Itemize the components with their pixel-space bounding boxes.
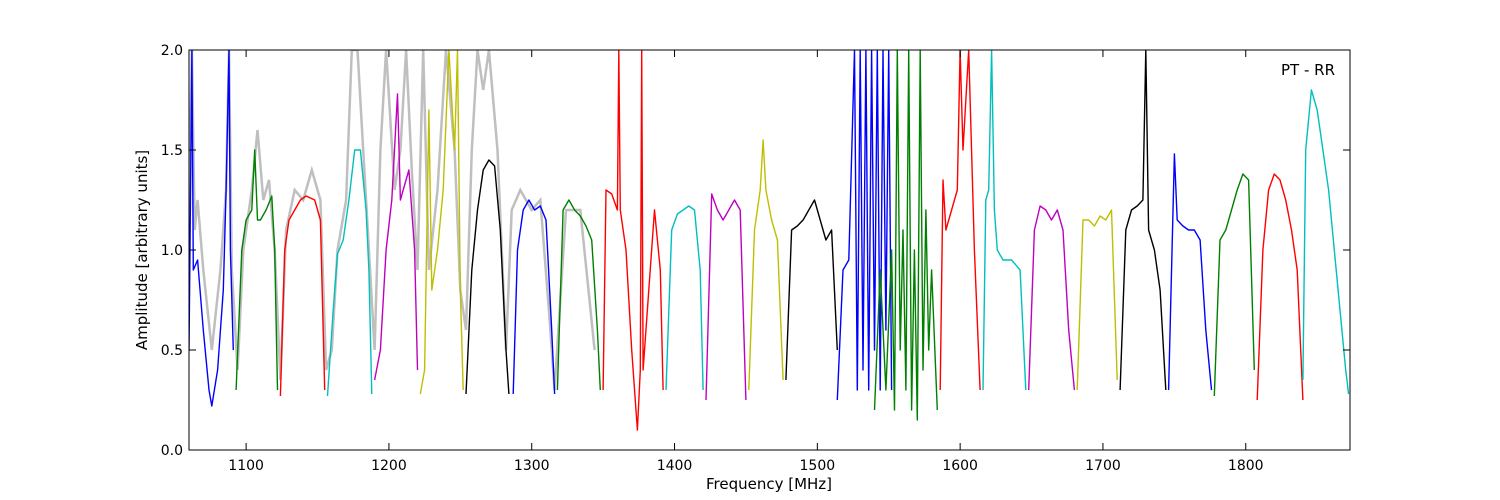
series-line-23 xyxy=(1213,173,1255,397)
series-line-18 xyxy=(982,50,1027,391)
series-line-22 xyxy=(1167,153,1213,391)
series-line-17 xyxy=(939,50,981,391)
y-axis-label: Amplitude [arbitrary units] xyxy=(133,150,151,350)
series-line-10 xyxy=(602,50,664,431)
series-line-15 xyxy=(836,50,893,401)
series-line-4 xyxy=(326,149,373,397)
x-axis-label: Frequency [MHz] xyxy=(706,475,832,493)
x-axis: 1100 1200 1300 1400 1500 1600 1700 1800 xyxy=(228,50,1264,474)
series-line-1 xyxy=(189,50,234,407)
series-line-8 xyxy=(512,199,556,395)
series-line-25 xyxy=(1302,89,1350,395)
y-axis: 0.0 0.5 1.0 1.5 2.0 xyxy=(161,43,1350,459)
plot-area xyxy=(189,50,1350,431)
series-layer xyxy=(189,50,1350,431)
annotation-label: PT - RR xyxy=(1281,61,1335,79)
plot-frame xyxy=(188,49,1351,451)
x-tick-label: 1600 xyxy=(942,458,978,474)
series-line-21 xyxy=(1119,50,1167,391)
y-tick-label: 0.0 xyxy=(161,443,183,459)
series-line-5 xyxy=(373,93,419,381)
background-envelope xyxy=(189,50,596,391)
series-line-3 xyxy=(279,195,326,397)
series-line-13 xyxy=(748,139,784,391)
series-line-11 xyxy=(665,205,704,391)
x-tick-label: 1700 xyxy=(1085,458,1121,474)
x-tick-label: 1500 xyxy=(800,458,836,474)
series-line-6 xyxy=(419,50,464,395)
series-line-24 xyxy=(1256,173,1304,401)
series-line-9 xyxy=(556,199,601,391)
series-line-7 xyxy=(465,159,510,395)
series-line-14 xyxy=(785,199,838,381)
y-tick-label: 1.5 xyxy=(161,143,183,159)
x-tick-label: 1800 xyxy=(1228,458,1264,474)
series-line-2 xyxy=(235,149,279,391)
background-line xyxy=(189,50,596,391)
x-tick-label: 1300 xyxy=(514,458,550,474)
series-line-16 xyxy=(873,50,938,421)
x-tick-label: 1100 xyxy=(228,458,264,474)
y-tick-label: 0.5 xyxy=(161,343,183,359)
x-tick-label: 1200 xyxy=(371,458,407,474)
y-tick-label: 1.0 xyxy=(161,243,183,259)
series-line-19 xyxy=(1028,205,1076,391)
series-line-20 xyxy=(1076,209,1118,391)
series-line-12 xyxy=(705,193,747,401)
x-tick-label: 1400 xyxy=(657,458,693,474)
y-tick-label: 2.0 xyxy=(161,43,183,59)
